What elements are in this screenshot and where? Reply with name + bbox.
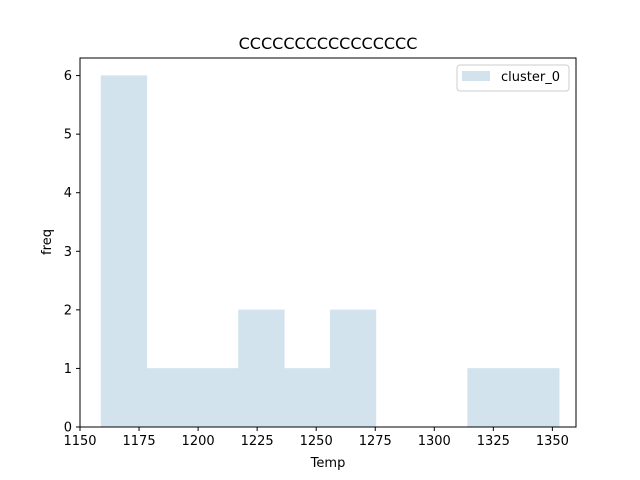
chart-title: CCCCCCCCCCCCCCCC — [239, 34, 418, 53]
histogram-bar — [467, 368, 514, 428]
x-tick-label: 1300 — [418, 434, 451, 449]
y-tick-label: 6 — [64, 69, 72, 84]
bars-layer — [100, 75, 560, 428]
x-tick-label: 1150 — [63, 434, 96, 449]
y-tick-label: 1 — [64, 362, 72, 377]
x-axis-ticks: 1150 1175 1200 1225 1250 1275 1300 1325 1350 — [63, 427, 569, 449]
x-tick-label: 1225 — [241, 434, 274, 449]
x-tick-label: 1175 — [123, 434, 156, 449]
legend: cluster_0 — [456, 64, 570, 92]
y-axis-label: freq — [40, 229, 55, 255]
histogram-bar — [513, 368, 560, 428]
y-tick-label: 2 — [64, 303, 72, 318]
histogram-bar — [192, 368, 239, 428]
y-tick-label: 3 — [64, 245, 72, 260]
plot-frame — [79, 57, 577, 428]
y-tick-label: 0 — [64, 421, 72, 436]
legend-swatch — [462, 71, 490, 81]
x-axis-label: Temp — [310, 456, 346, 471]
x-tick-label: 1200 — [182, 434, 215, 449]
x-tick-label: 1350 — [536, 434, 569, 449]
x-tick-label: 1250 — [300, 434, 333, 449]
y-tick-label: 5 — [64, 128, 72, 143]
histogram-bar — [238, 309, 285, 428]
legend-label: cluster_0 — [501, 70, 560, 85]
histogram-bar — [100, 75, 148, 428]
x-tick-label: 1325 — [477, 434, 510, 449]
x-tick-label: 1275 — [359, 434, 392, 449]
y-tick-label: 4 — [64, 186, 72, 201]
histogram-bar — [329, 309, 377, 428]
histogram-bar — [284, 368, 331, 428]
histogram-bar — [146, 368, 193, 428]
y-axis-ticks: 0 1 2 3 4 5 6 — [64, 69, 80, 436]
